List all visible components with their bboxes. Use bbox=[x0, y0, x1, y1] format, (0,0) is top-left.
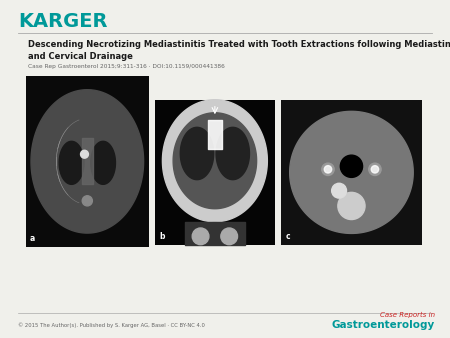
Circle shape bbox=[332, 183, 346, 198]
Text: Case Rep Gastroenterol 2015;9:311-316 · DOI:10.1159/000441386: Case Rep Gastroenterol 2015;9:311-316 · … bbox=[28, 64, 225, 69]
Polygon shape bbox=[59, 141, 84, 184]
Circle shape bbox=[82, 196, 92, 206]
Polygon shape bbox=[31, 90, 144, 233]
Circle shape bbox=[369, 163, 381, 175]
Text: Descending Necrotizing Mediastinitis Treated with Tooth Extractions following Me: Descending Necrotizing Mediastinitis Tre… bbox=[28, 40, 450, 49]
Polygon shape bbox=[162, 100, 267, 222]
Text: b: b bbox=[159, 232, 165, 241]
Bar bbox=[281, 100, 422, 245]
Text: Case Reports in: Case Reports in bbox=[380, 312, 435, 318]
Text: KARGER: KARGER bbox=[18, 12, 108, 31]
Polygon shape bbox=[290, 111, 413, 234]
Polygon shape bbox=[91, 141, 116, 184]
Text: and Cervical Drainage: and Cervical Drainage bbox=[28, 52, 133, 61]
Circle shape bbox=[324, 166, 332, 173]
Circle shape bbox=[322, 163, 334, 175]
Polygon shape bbox=[180, 127, 214, 179]
Circle shape bbox=[338, 192, 365, 220]
Bar bbox=[26, 76, 148, 247]
Circle shape bbox=[192, 228, 209, 245]
Text: a: a bbox=[30, 234, 36, 243]
Circle shape bbox=[221, 228, 238, 245]
Bar bbox=[155, 100, 274, 245]
Text: c: c bbox=[285, 232, 290, 241]
Circle shape bbox=[371, 166, 378, 173]
Text: Gastroenterology: Gastroenterology bbox=[332, 320, 435, 330]
Polygon shape bbox=[216, 127, 249, 179]
Polygon shape bbox=[173, 113, 256, 209]
Circle shape bbox=[340, 155, 363, 177]
Text: © 2015 The Author(s). Published by S. Karger AG, Basel · CC BY-NC 4.0: © 2015 The Author(s). Published by S. Ka… bbox=[18, 322, 205, 328]
Circle shape bbox=[81, 150, 89, 158]
